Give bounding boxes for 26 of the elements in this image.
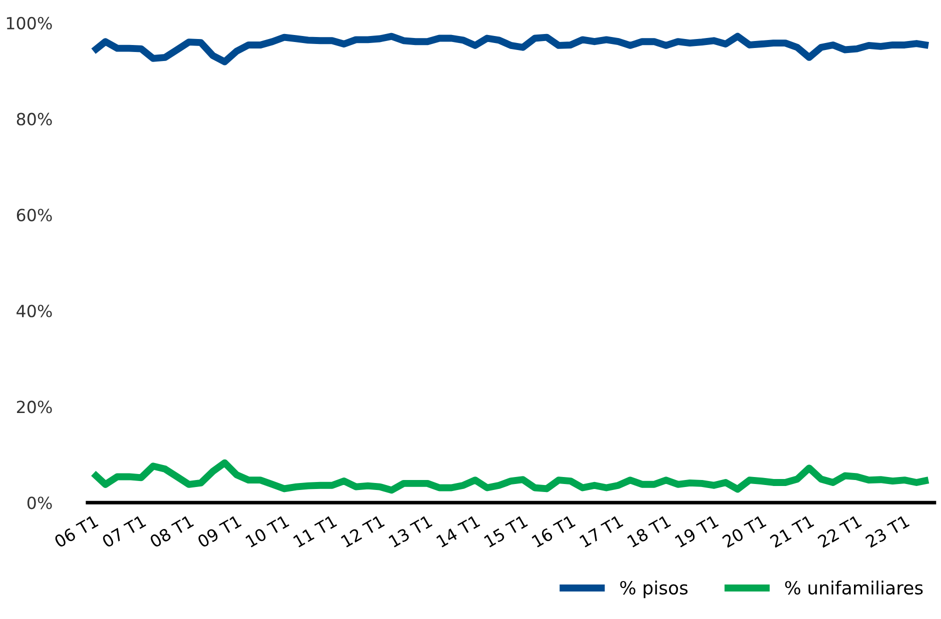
y-tick-label: 0% (27, 496, 52, 510)
x-tick-label: 14 T1 (436, 514, 480, 548)
x-tick-label: 23 T1 (864, 514, 910, 548)
x-tick-label: 13 T1 (388, 514, 433, 548)
x-tick-label: 08 T1 (149, 514, 194, 548)
x-tick-label: 06 T1 (54, 514, 99, 548)
x-tick-label: 19 T1 (674, 514, 719, 548)
x-tick-label: 09 T1 (196, 514, 242, 548)
x-tick-label: 11 T1 (292, 514, 338, 548)
x-tick-label: 21 T1 (769, 514, 814, 548)
x-tick-label: 15 T1 (484, 514, 528, 548)
x-tick-label: 17 T1 (579, 514, 624, 548)
x-tick-label: 22 T1 (817, 514, 862, 548)
legend-label: % unifamiliares (785, 580, 923, 595)
x-tick-label: 20 T1 (722, 514, 767, 548)
y-tick-label: 40% (16, 304, 52, 318)
y-tick-label: 100% (6, 16, 52, 30)
x-tick-label: 18 T1 (626, 514, 672, 548)
x-tick-label: 10 T1 (245, 514, 290, 548)
x-tick-label: 12 T1 (340, 514, 385, 548)
legend-label: % pisos (620, 580, 688, 598)
y-tick-label: 20% (16, 400, 52, 414)
x-tick-label: 16 T1 (531, 514, 576, 548)
x-tick-label: 07 T1 (101, 514, 146, 548)
y-tick-label: 60% (16, 208, 52, 222)
y-tick-label: 80% (16, 112, 52, 126)
